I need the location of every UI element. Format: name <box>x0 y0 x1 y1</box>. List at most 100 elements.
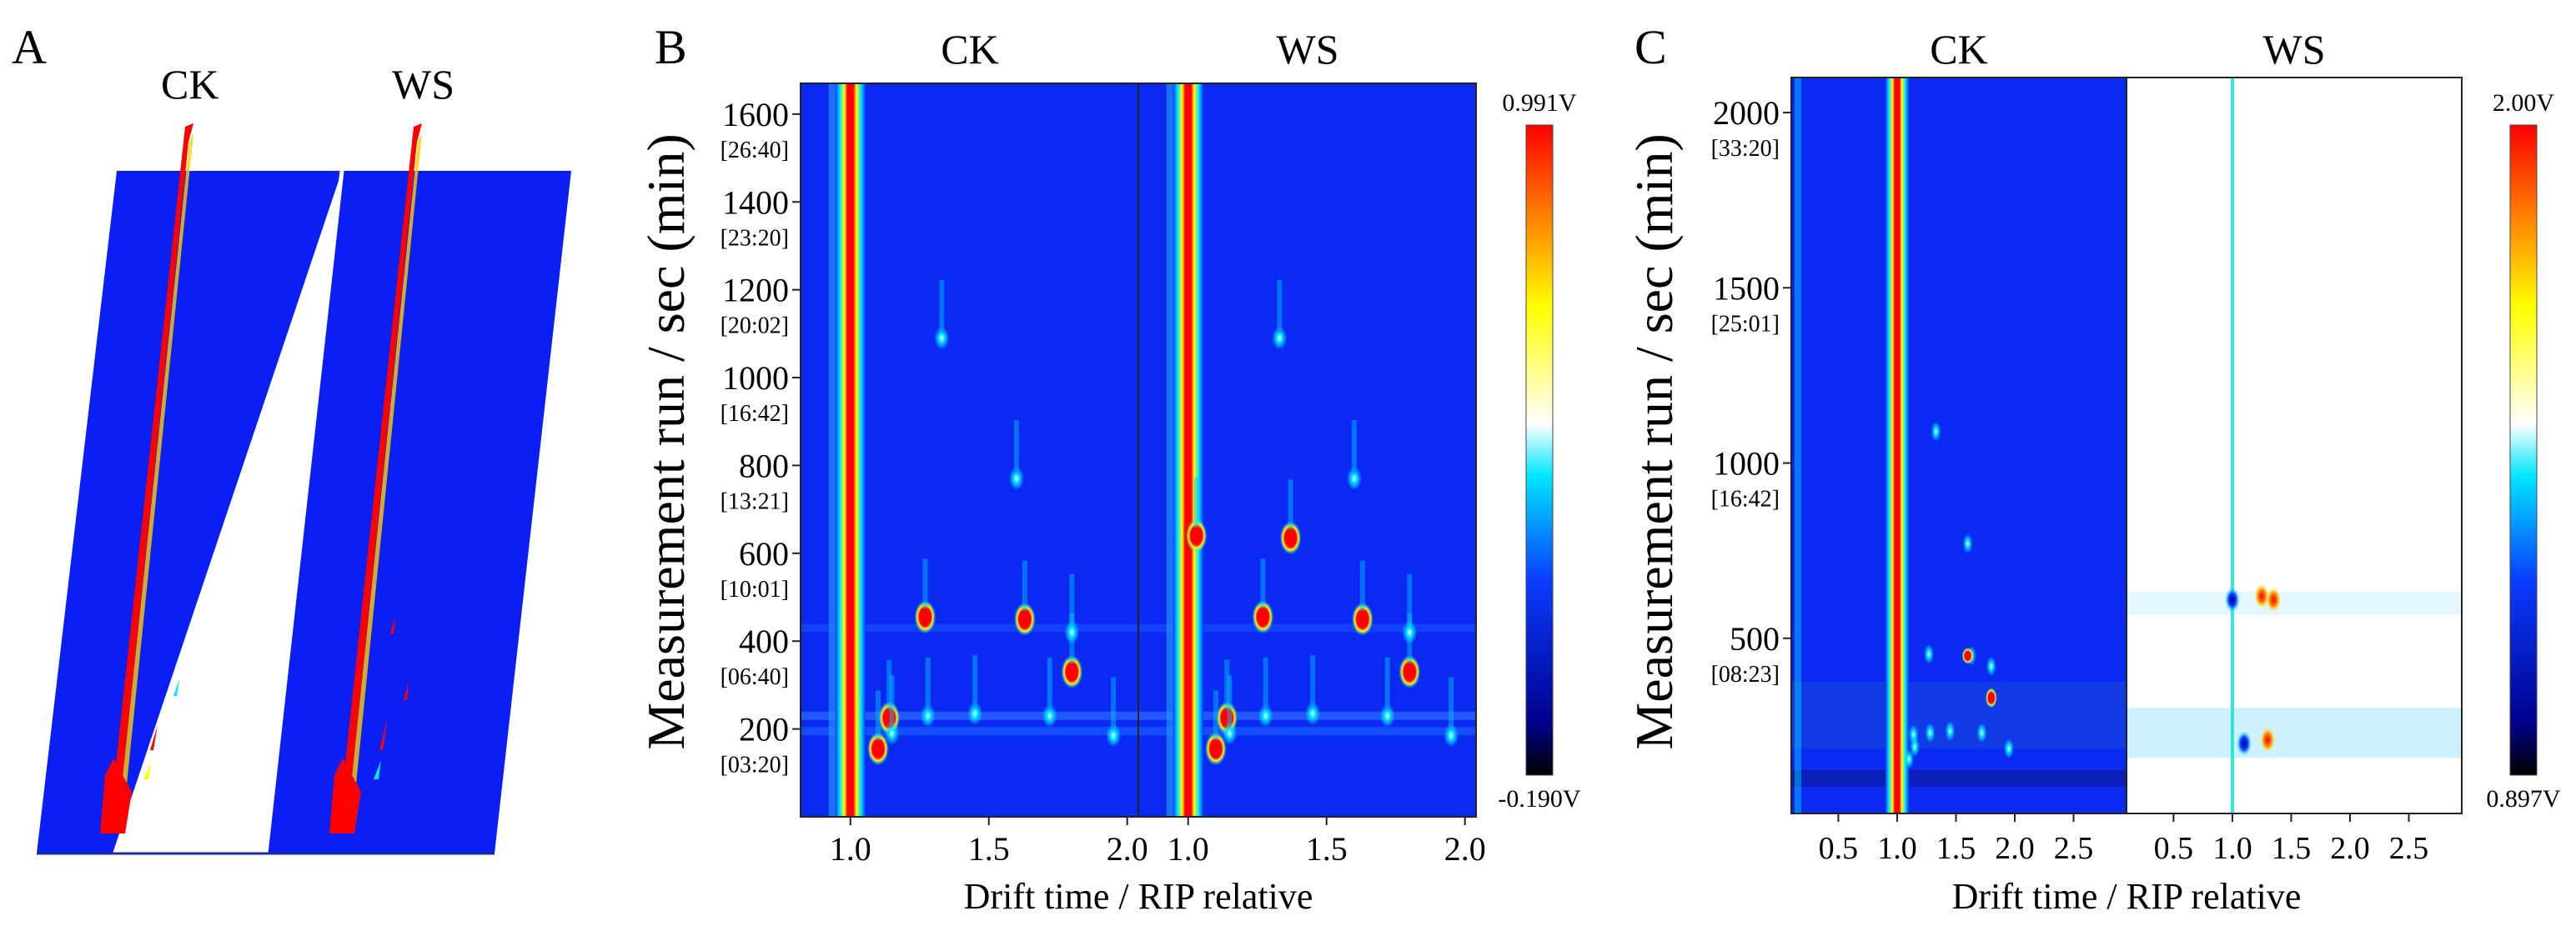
rip-shoulder-streak <box>1166 83 1175 817</box>
panel-b-y-tick-label: 400 <box>739 623 789 660</box>
rip-ridge <box>1885 78 1909 813</box>
colorbar-b-gradient <box>1525 124 1554 776</box>
heatmap-peak <box>1042 703 1057 728</box>
panel-c-letter: C <box>1634 20 1667 74</box>
panel-c-y-tick-label: 1500 <box>1713 269 1780 307</box>
heatmap-peak-tail <box>1351 420 1357 471</box>
difference-band <box>2127 591 2462 615</box>
heatmap-peak-tail <box>972 655 978 706</box>
heatmap-peak <box>934 326 950 350</box>
panel-b-y-tick-label: 1600 <box>722 96 789 133</box>
heatmap-peak-tail <box>886 659 892 710</box>
heatmap-peak <box>1910 737 1921 758</box>
heatmap-c-ws-background <box>2127 78 2462 813</box>
heatmap-peak <box>1976 723 1987 743</box>
heatmap-peak <box>1931 421 1941 442</box>
panel-b-y-tick-time: [10:01] <box>721 577 789 603</box>
colorbar-c-min: 0.897V <box>2486 785 2561 813</box>
panel-b-y-tick-time: [03:20] <box>721 753 789 778</box>
heatmap-peak-tail <box>1227 674 1233 725</box>
peak-ck-3 <box>143 763 151 779</box>
heatmap-peak-tail <box>922 558 928 609</box>
surface-separator <box>264 170 344 854</box>
panel-b-x-tick-label: 2.0 <box>1107 830 1148 868</box>
heatmap-band <box>1791 682 2127 749</box>
heatmap-peak-tail <box>1384 657 1390 708</box>
panel-c-y-tick-label: 2000 <box>1713 94 1780 132</box>
panel-b-y-tick-time: [23:20] <box>721 225 789 251</box>
heatmap-peak <box>1305 702 1321 726</box>
peak-ws-4 <box>374 760 381 779</box>
heatmap-peak <box>1061 655 1083 689</box>
heatmap-c-ck <box>1791 78 2127 813</box>
panel-c-x-tick-label: 0.5 <box>1819 831 1859 866</box>
ridge-ws-base <box>329 758 361 833</box>
heatmap-peak <box>914 600 936 634</box>
panel-c-y-tick-label: 500 <box>1730 620 1780 658</box>
panel-c-x-ticks: 0.5 1.0 1.5 2.0 2.5 0.5 1.0 1.5 2.0 2.5 <box>1819 813 2429 866</box>
colorbar-b: 0.991V -0.190V <box>1498 89 1580 813</box>
panel-a-letter: A <box>12 20 47 74</box>
panel-b-title-ws: WS <box>1277 26 1339 73</box>
panel-c-x-tick-label: 0.5 <box>2154 831 2194 866</box>
heatmap-peak <box>884 721 900 745</box>
panel-b-y-tick-label: 600 <box>739 535 789 573</box>
peak-ck-1 <box>150 725 158 750</box>
heatmap-peak <box>1924 643 1935 664</box>
heatmap-peak-tail <box>925 657 931 708</box>
left-edge-streak <box>1795 78 1801 813</box>
peak-ws-3 <box>404 682 409 700</box>
panel-c-x-tick-label: 2.0 <box>1995 831 2035 866</box>
heatmap-peak <box>1252 600 1274 634</box>
panel-c-y-tick-time: [16:42] <box>1711 487 1780 513</box>
difference-spot <box>2237 730 2252 756</box>
panel-b-title-ck: CK <box>941 26 998 73</box>
difference-spot <box>2260 727 2276 753</box>
heatmap-peak-tail <box>1449 677 1454 728</box>
heatmap-band <box>801 727 1138 736</box>
rip-difference-line <box>2230 78 2234 813</box>
panel-b-y-tick-time: [06:40] <box>721 664 789 690</box>
panel-b-y-tick-label: 1200 <box>722 272 789 309</box>
heatmap-peak <box>1272 326 1288 350</box>
panel-b-x-tick-label: 1.0 <box>1167 830 1209 868</box>
heatmap-peak <box>2003 738 2014 759</box>
panel-a-label-ws: WS <box>392 61 454 108</box>
rip-ridge <box>1173 83 1203 817</box>
panel-b: B CK WS Measurement run / sec (min) Drif… <box>636 20 1581 917</box>
heatmap-peak <box>866 732 889 766</box>
panel-a: A CK WS <box>12 20 571 855</box>
panel-c-title-ck: CK <box>1930 26 1987 73</box>
colorbar-c-max: 2.00V <box>2493 89 2555 117</box>
panel-c-xlabel: Drift time / RIP relative <box>1952 876 2302 917</box>
heatmap-peak <box>1346 467 1362 491</box>
heatmap-peak <box>1106 723 1122 748</box>
panel-c-x-tick-label: 1.5 <box>1936 831 1976 866</box>
panel-c-x-tick-label: 1.0 <box>2212 831 2252 866</box>
panel-b-ylabel: Measurement run / sec (min) <box>636 133 695 749</box>
heatmap-peak <box>1444 723 1459 748</box>
panel-c-y-tick-time: [25:01] <box>1711 311 1780 337</box>
panel-c-ylabel: Measurement run / sec (min) <box>1624 133 1684 749</box>
panel-c-x-tick-label: 2.5 <box>2054 831 2094 866</box>
panel-c-x-tick-label: 2.5 <box>2389 831 2429 866</box>
heatmap-peak <box>1961 647 1974 664</box>
heatmap-peak <box>1402 620 1418 644</box>
heatmap-band <box>1138 727 1476 736</box>
heatmap-band <box>1138 623 1476 633</box>
peak-ws-2 <box>390 617 395 633</box>
panel-b-y-tick-label: 1000 <box>722 359 789 397</box>
colorbar-b-max: 0.991V <box>1502 89 1577 117</box>
panel-b-y-ticks: 1600 [26:40] 1400 [23:20] 1200 [20:02] 1000 [16… <box>721 96 801 778</box>
difference-spot <box>2266 587 2282 613</box>
heatmap-peak <box>1351 602 1373 636</box>
panel-b-y-tick-time: [16:42] <box>721 401 789 427</box>
heatmap-peak-tail <box>875 690 881 741</box>
heatmap-peak-tail <box>1013 420 1019 471</box>
heatmap-peak-tail <box>1213 690 1218 741</box>
panel-a-label-ck: CK <box>161 61 218 108</box>
heatmap-peak-tail <box>1263 657 1268 708</box>
heatmap-peak <box>1064 620 1080 644</box>
panel-c-x-tick-label: 2.0 <box>2330 831 2370 866</box>
